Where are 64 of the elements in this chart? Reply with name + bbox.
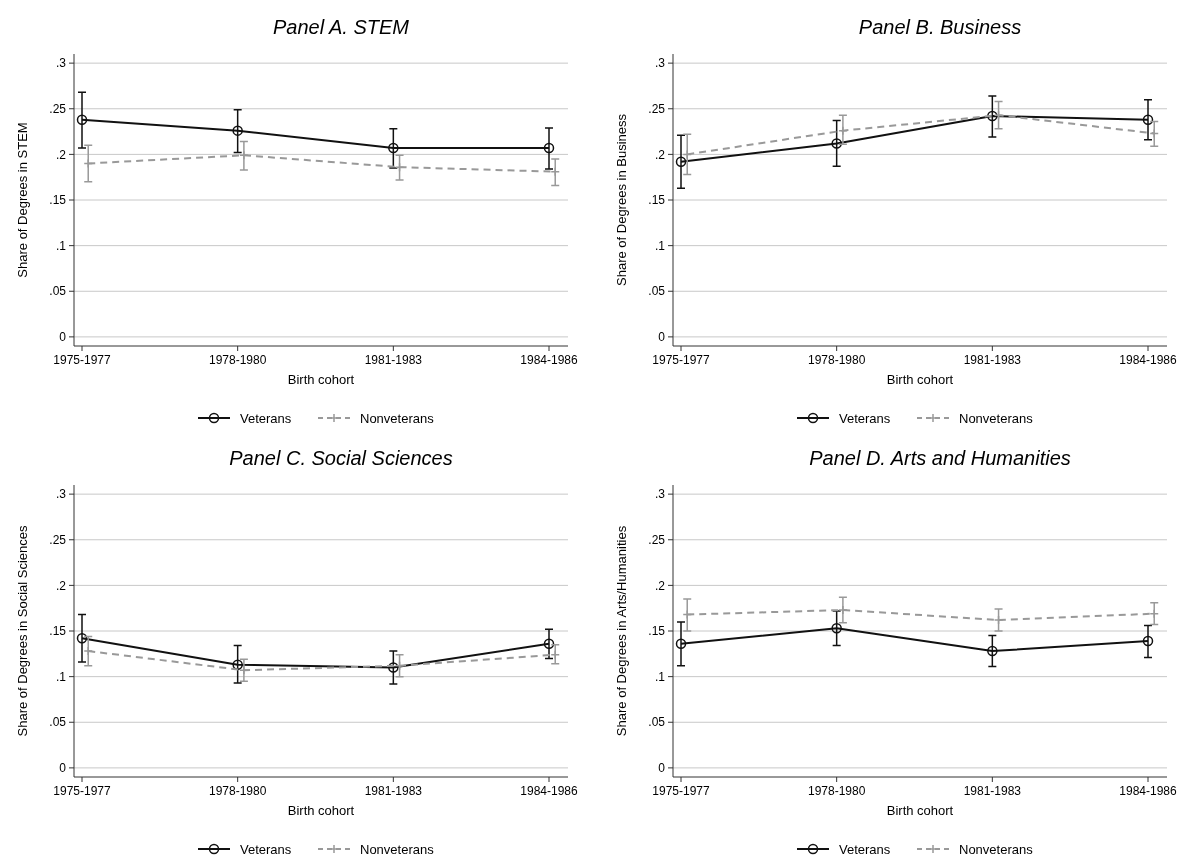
y-tick-label: 0 xyxy=(59,330,67,345)
chart-title: Panel A. STEM xyxy=(273,16,410,38)
y-tick-label: .1 xyxy=(654,669,666,684)
y-tick-label: .3 xyxy=(654,487,666,502)
chart-title: Panel B. Business xyxy=(858,16,1022,38)
legend-label: Veterans xyxy=(839,841,891,857)
x-axis-title: Birth cohort xyxy=(886,372,954,387)
y-tick-label: .1 xyxy=(654,238,666,253)
y-tick-label: .05 xyxy=(49,715,67,730)
x-axis-title: Birth cohort xyxy=(287,803,355,818)
legend-label: Nonveterans xyxy=(360,410,435,426)
x-tick-label: 1978-1980 xyxy=(208,784,267,798)
x-axis-title: Birth cohort xyxy=(287,372,355,387)
y-tick-label: .2 xyxy=(654,147,666,162)
legend-label: Veterans xyxy=(240,410,292,426)
y-tick-label: .15 xyxy=(49,624,67,639)
y-tick-label: 0 xyxy=(658,330,666,345)
x-axis-title: Birth cohort xyxy=(886,803,954,818)
x-tick-label: 1984-1986 xyxy=(1119,353,1178,367)
chart-title: Panel C. Social Sciences xyxy=(229,447,453,469)
y-tick-label: .2 xyxy=(55,147,67,162)
x-tick-label: 1975-1977 xyxy=(652,784,711,798)
x-tick-label: 1978-1980 xyxy=(208,353,267,367)
x-tick-label: 1981-1983 xyxy=(963,353,1022,367)
y-tick-label: .1 xyxy=(55,669,67,684)
y-axis-title: Share of Degrees in Social Sciences xyxy=(15,525,30,737)
x-tick-label: 1981-1983 xyxy=(364,353,423,367)
legend-label: Nonveterans xyxy=(360,841,435,857)
y-tick-label: .05 xyxy=(648,715,666,730)
x-tick-label: 1978-1980 xyxy=(807,784,866,798)
x-tick-label: 1975-1977 xyxy=(53,353,112,367)
y-tick-label: .2 xyxy=(55,578,67,593)
y-axis-title: Share of Degrees in Business xyxy=(614,113,629,286)
y-tick-label: .3 xyxy=(654,56,666,71)
y-tick-label: 0 xyxy=(59,761,67,776)
x-tick-label: 1975-1977 xyxy=(652,353,711,367)
x-tick-label: 1984-1986 xyxy=(520,353,579,367)
x-tick-label: 1978-1980 xyxy=(807,353,866,367)
y-tick-label: .2 xyxy=(654,578,666,593)
legend-label: Veterans xyxy=(240,841,292,857)
y-tick-label: .15 xyxy=(648,624,666,639)
y-axis-title: Share of Degrees in Arts/Humanities xyxy=(614,525,629,737)
y-tick-label: .25 xyxy=(648,532,666,547)
x-tick-label: 1975-1977 xyxy=(53,784,112,798)
x-tick-label: 1981-1983 xyxy=(364,784,423,798)
y-tick-label: .25 xyxy=(49,532,67,547)
legend-label: Nonveterans xyxy=(959,841,1034,857)
y-tick-label: 0 xyxy=(658,761,666,776)
y-tick-label: .15 xyxy=(648,193,666,208)
x-tick-label: 1981-1983 xyxy=(963,784,1022,798)
y-tick-label: .3 xyxy=(55,487,67,502)
y-tick-label: .3 xyxy=(55,56,67,71)
y-tick-label: .1 xyxy=(55,238,67,253)
y-tick-label: .25 xyxy=(648,101,666,116)
y-axis-title: Share of Degrees in STEM xyxy=(15,122,30,278)
y-tick-label: .05 xyxy=(648,284,666,299)
y-tick-label: .05 xyxy=(49,284,67,299)
x-tick-label: 1984-1986 xyxy=(520,784,579,798)
legend-label: Veterans xyxy=(839,410,891,426)
x-tick-label: 1984-1986 xyxy=(1119,784,1178,798)
y-tick-label: .15 xyxy=(49,193,67,208)
chart-title: Panel D. Arts and Humanities xyxy=(809,447,1071,469)
y-tick-label: .25 xyxy=(49,101,67,116)
legend-label: Nonveterans xyxy=(959,410,1034,426)
